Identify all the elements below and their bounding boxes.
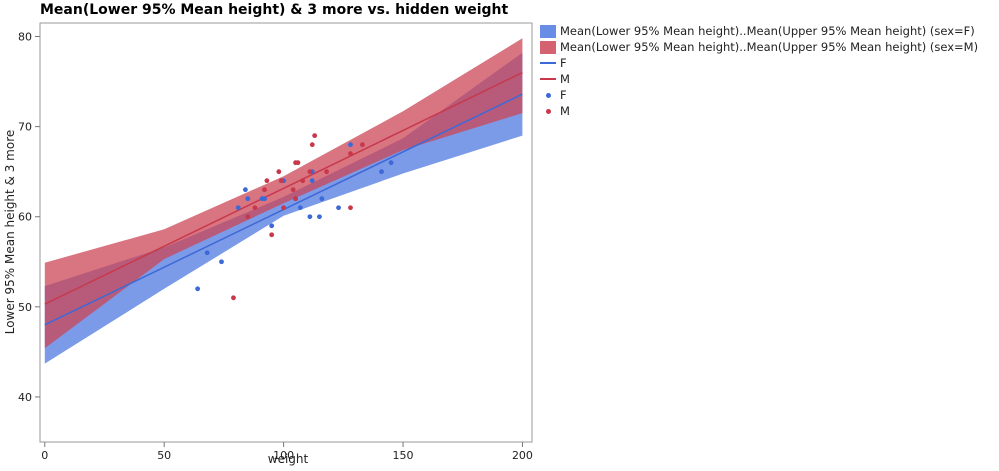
fit-line-m <box>44 71 523 305</box>
data-point-f <box>319 196 325 202</box>
data-point-f <box>388 160 394 166</box>
data-point-m <box>324 169 330 175</box>
y-axis: 40 50 60 70 80 <box>18 31 40 404</box>
data-point-m <box>300 178 306 184</box>
data-point-f <box>348 142 353 148</box>
legend-dot-marker <box>545 92 551 98</box>
legend-label: M <box>560 104 570 118</box>
x-tick-label: 0 <box>41 449 48 462</box>
legend-label: F <box>560 88 567 102</box>
data-point-m <box>281 205 287 211</box>
legend-label: Mean(Lower 95% Mean height)..Mean(Upper … <box>560 24 975 38</box>
data-point-m <box>252 205 258 211</box>
legend-item-band[interactable]: Mean(Lower 95% Mean height)..Mean(Upper … <box>540 23 978 39</box>
data-point-m <box>245 214 251 220</box>
data-point-m <box>360 142 365 148</box>
legend-line-marker <box>540 78 556 80</box>
legend-swatch <box>540 24 556 38</box>
data-point-f <box>219 259 224 265</box>
legend: Mean(Lower 95% Mean height)..Mean(Upper … <box>540 23 978 119</box>
data-point-m <box>231 295 236 301</box>
data-point-m <box>264 178 270 184</box>
legend-item-line[interactable]: F <box>540 55 978 71</box>
y-tick-label: 60 <box>18 211 32 224</box>
data-point-m <box>262 187 267 193</box>
data-point-f <box>297 205 303 211</box>
y-tick-label: 70 <box>18 121 32 134</box>
x-tick-label: 150 <box>393 449 414 462</box>
data-point-m <box>309 142 315 148</box>
confidence-band-m <box>44 38 523 349</box>
data-point-f <box>235 205 241 211</box>
legend-label: Mean(Lower 95% Mean height)..Mean(Upper … <box>560 40 979 54</box>
legend-dot-wrap <box>540 92 556 98</box>
data-point-f <box>262 196 267 202</box>
data-point-f <box>379 169 384 175</box>
data-point-f <box>336 205 341 211</box>
data-point-f <box>204 250 210 256</box>
data-point-f <box>269 223 275 229</box>
data-point-m <box>348 151 353 157</box>
legend-item-dot[interactable]: M <box>540 103 978 119</box>
x-axis-label: weight <box>268 452 309 466</box>
data-point-f <box>245 196 251 202</box>
data-point-m <box>276 169 282 175</box>
legend-label: F <box>560 56 567 70</box>
data-point-m <box>307 169 313 175</box>
y-axis-label: Lower 95% Mean height & 3 more <box>3 130 17 335</box>
data-point-m <box>278 178 284 184</box>
data-point-m <box>348 205 353 211</box>
data-point-f <box>242 187 248 193</box>
y-tick-label: 50 <box>18 301 32 314</box>
legend-dot-wrap <box>540 108 556 114</box>
data-point-m <box>295 160 301 166</box>
x-tick-label: 50 <box>157 449 171 462</box>
data-point-m <box>269 232 275 238</box>
legend-item-dot[interactable]: F <box>540 87 978 103</box>
legend-label: M <box>560 72 570 86</box>
legend-item-line[interactable]: M <box>540 71 978 87</box>
x-axis: 0 50 100 150 200 <box>41 442 533 462</box>
y-tick-label: 40 <box>18 391 32 404</box>
legend-line-marker <box>540 62 556 64</box>
data-point-f <box>317 214 322 220</box>
chart-title: Mean(Lower 95% Mean height) & 3 more vs.… <box>40 2 509 18</box>
data-point-m <box>290 187 296 193</box>
data-point-f <box>307 214 313 220</box>
x-tick-label: 100 <box>273 449 294 462</box>
data-point-m <box>312 133 318 139</box>
data-point-f <box>195 286 201 292</box>
legend-item-band[interactable]: Mean(Lower 95% Mean height)..Mean(Upper … <box>540 39 978 55</box>
data-points <box>195 133 394 301</box>
y-tick-label: 80 <box>18 31 32 44</box>
data-point-f <box>309 178 315 184</box>
x-tick-label: 200 <box>512 449 533 462</box>
legend-swatch <box>540 40 556 54</box>
legend-dot-marker <box>545 108 551 114</box>
data-point-m <box>293 196 298 202</box>
